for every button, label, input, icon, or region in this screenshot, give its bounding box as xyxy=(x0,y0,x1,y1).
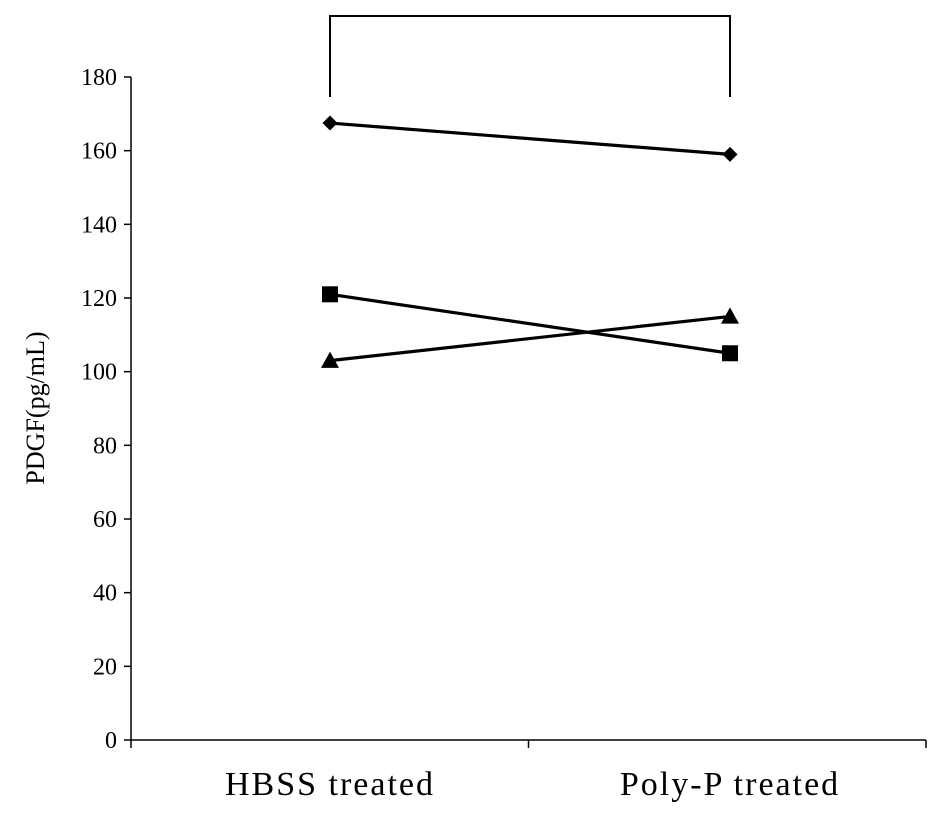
data-point-diamond xyxy=(722,146,738,162)
y-tick-label: 60 xyxy=(93,507,117,533)
series-line xyxy=(329,292,731,355)
y-tick-label: 40 xyxy=(93,581,117,607)
y-tick-label: 120 xyxy=(81,286,117,312)
data-point-triangle xyxy=(721,307,739,324)
y-tick-label: 0 xyxy=(105,728,117,754)
y-axis-title: PDGF(pg/mL) xyxy=(21,331,50,484)
series-triangle xyxy=(321,307,739,368)
y-tick-label: 20 xyxy=(93,654,117,680)
y-tick-label: 180 xyxy=(81,65,117,91)
series-square xyxy=(322,286,738,362)
series-layer xyxy=(321,115,739,368)
data-point-square xyxy=(322,286,338,303)
x-category-label: Poly-P treated xyxy=(620,766,840,803)
y-tick-label: 160 xyxy=(81,139,117,165)
x-axis: HBSS treated Poly-P treated xyxy=(130,739,927,803)
y-tick-label: 80 xyxy=(93,433,117,459)
comparison-bracket xyxy=(329,15,731,97)
x-category-label: HBSS treated xyxy=(225,766,435,803)
series-diamond xyxy=(322,115,738,162)
y-tick-label: 100 xyxy=(81,360,117,386)
data-point-diamond xyxy=(322,115,338,131)
data-point-triangle xyxy=(321,351,339,368)
series-line xyxy=(329,121,731,156)
y-axis: PDGF(pg/mL) 0 20 40 60 80 100 120 140 160 180 xyxy=(21,65,132,754)
data-point-square xyxy=(722,345,738,362)
series-line xyxy=(329,314,731,363)
y-tick-label: 140 xyxy=(81,212,117,238)
bracket-line xyxy=(329,15,731,97)
